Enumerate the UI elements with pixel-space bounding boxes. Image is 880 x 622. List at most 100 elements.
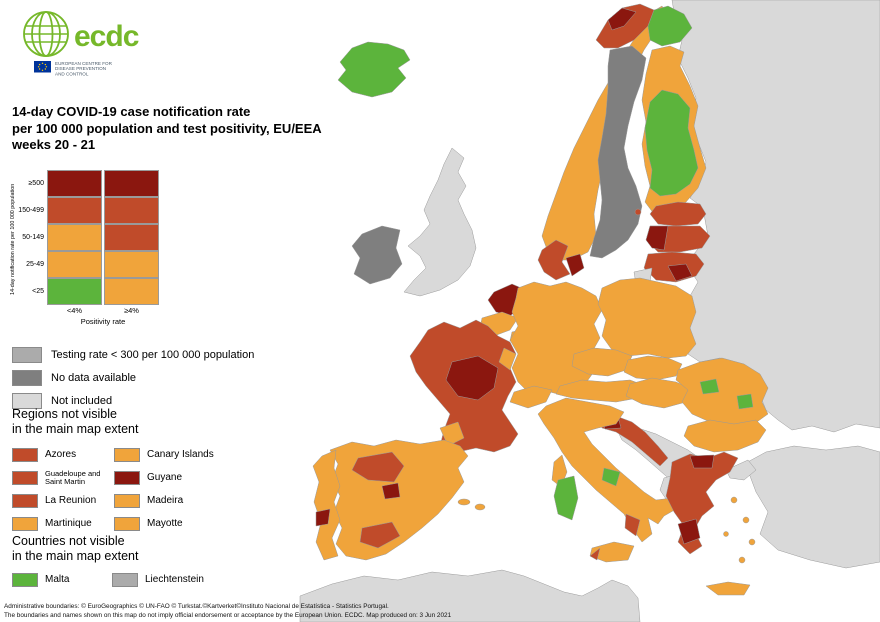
legend-label: No data available	[51, 371, 137, 384]
matrix-cell-red	[47, 197, 102, 224]
region-slovakia	[623, 355, 683, 381]
legend-item: Guadeloupe and Saint Martin	[12, 466, 114, 489]
legend-swatch-darkgray	[12, 369, 42, 386]
matrix-cell-darkred	[104, 170, 159, 197]
matrix-x-axis-label: Positivity rate	[80, 317, 126, 326]
matrix-row: 150-499	[18, 197, 159, 224]
regions-heading: Regions not visible in the main map exte…	[12, 407, 138, 437]
region-switzerland	[509, 385, 553, 409]
region-estonia	[649, 201, 707, 227]
region-aegean-island	[738, 556, 746, 564]
region-spain-north	[351, 451, 405, 483]
legend-item: Martinique	[12, 512, 114, 535]
logo-subtext-3: AND CONTROL	[55, 71, 89, 76]
globe-icon	[23, 11, 69, 57]
region-united-kingdom	[403, 147, 477, 297]
legend-item: Mayotte	[114, 512, 232, 535]
region-romania	[675, 357, 769, 427]
regions-column-left: Azores Guadeloupe and Saint Martin La Reun…	[12, 443, 114, 535]
matrix-row: 25-49	[18, 251, 159, 278]
region-france-east	[498, 347, 517, 371]
region-turkey	[743, 445, 880, 569]
legend-swatch-orange	[114, 447, 140, 462]
matrix-cell-red	[104, 197, 159, 224]
region-germany	[509, 281, 603, 395]
region-latvia-west	[645, 225, 669, 251]
region-italy-south	[624, 513, 641, 537]
matrix-cell-red	[104, 224, 159, 251]
legend-swatch-red	[12, 493, 38, 508]
legend-swatch-red	[12, 470, 38, 485]
matrix-cell-darkred	[47, 170, 102, 197]
eu-flag-icon	[34, 61, 51, 73]
legend-label: Canary Islands	[147, 448, 214, 460]
countries-heading: Countries not visible in the main map ex…	[12, 534, 138, 564]
matrix-row-label: <25	[32, 288, 44, 295]
legend-label: Liechtenstein	[145, 573, 204, 585]
legend-label: Malta	[45, 573, 70, 585]
matrix-cell-orange	[104, 278, 159, 305]
region-sweden	[589, 45, 647, 259]
matrix-y-axis-label: 14-day notification rate per 100 000 pop…	[10, 183, 16, 295]
region-balearics	[457, 498, 471, 506]
legend-item: Madeira	[114, 489, 232, 512]
legend-swatch-mediumgray	[112, 572, 138, 587]
region-aegean-island	[730, 496, 738, 504]
matrix-col-label: ≥4%	[124, 306, 139, 315]
legend-label: Guadeloupe and Saint Martin	[45, 468, 101, 486]
legend-label: Guyane	[147, 471, 183, 483]
legend-item: Azores	[12, 443, 114, 466]
region-aegean-island	[742, 516, 750, 524]
region-italy-central-green	[601, 467, 621, 487]
region-bulgaria	[683, 419, 767, 453]
region-ireland	[351, 225, 403, 285]
logo-subtext-2: DISEASE PREVENTION	[55, 66, 106, 71]
region-iceland	[337, 41, 411, 98]
legend-swatch-orange	[114, 493, 140, 508]
region-balearics	[474, 503, 486, 511]
legend-item: No data available	[12, 366, 254, 389]
title-line-2: per 100 000 population and test positivi…	[12, 120, 322, 136]
countries-heading-line-2: in the main map extent	[12, 549, 139, 563]
region-romania-green	[699, 378, 720, 395]
matrix-row-label: ≥500	[28, 180, 44, 187]
legend-item: Guyane	[114, 466, 232, 489]
legend-label: Not included	[51, 394, 113, 407]
legend-label: La Reunion	[45, 494, 97, 506]
legend-label: Testing rate < 300 per 100 000 populatio…	[51, 348, 255, 361]
gray-legend: Testing rate < 300 per 100 000 populatio…	[12, 343, 254, 412]
countries-heading-line-1: Countries not visible	[12, 534, 125, 548]
region-norway-north-dark	[607, 7, 637, 31]
title-line-1: 14-day COVID-19 case notification rate	[12, 104, 251, 119]
matrix-cell-orange	[47, 224, 102, 251]
logo-subtext-1: EUROPEAN CENTRE FOR	[55, 61, 113, 66]
region-denmark-east	[565, 253, 585, 277]
footer-line-2: The boundaries and names shown on this m…	[4, 611, 452, 619]
legend-item: La Reunion	[12, 489, 114, 512]
region-france-center	[445, 355, 499, 401]
matrix-row-label: 150-499	[18, 207, 44, 214]
region-aegean-island	[723, 531, 729, 537]
region-portugal	[312, 449, 341, 561]
region-sicily-west	[589, 547, 601, 561]
region-crete	[705, 581, 751, 596]
region-portugal-lisbon	[315, 508, 331, 527]
region-aland	[634, 208, 642, 216]
region-lithuania-south	[667, 263, 693, 282]
region-lapland	[647, 5, 693, 47]
region-france-southwest	[439, 421, 465, 447]
region-spain-south	[359, 521, 401, 549]
region-denmark	[537, 239, 571, 281]
matrix-cell-orange	[47, 251, 102, 278]
legend-label: Madeira	[147, 494, 184, 506]
matrix-row-label: 50-149	[22, 234, 44, 241]
matrix-cell-green	[47, 278, 102, 305]
legend-matrix: 14-day notification rate per 100 000 pop…	[8, 170, 159, 326]
legend-item: Testing rate < 300 per 100 000 populatio…	[12, 343, 254, 366]
region-turkey-thrace	[725, 459, 757, 481]
region-finland-central	[644, 89, 699, 197]
countries-legend: Malta Liechtenstein	[12, 568, 204, 591]
legend-swatch-darkred	[114, 470, 140, 485]
title-line-3: weeks 20 - 21	[12, 137, 96, 152]
